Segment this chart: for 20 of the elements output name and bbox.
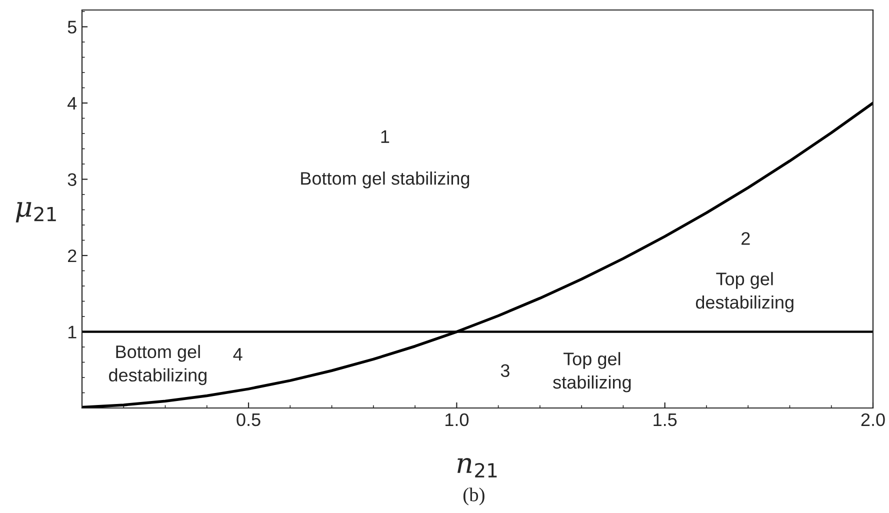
x-axis-title: n$_{21}$ bbox=[458, 458, 497, 478]
x-tick-label: 0.5 bbox=[236, 413, 260, 426]
annotation: Bottom gel destabilizing bbox=[109, 344, 206, 386]
y-tick-label: 4 bbox=[68, 97, 77, 110]
x-tick-label: 1.0 bbox=[446, 413, 469, 426]
y-tick-label: 5 bbox=[68, 20, 76, 34]
annotation: Top gel destabilizing bbox=[696, 272, 794, 312]
x-tick-label: 2.0 bbox=[861, 413, 885, 426]
annotation: 1 bbox=[381, 130, 390, 143]
annotation: Bottom gel stabilizing bbox=[301, 172, 470, 188]
text: (b) bbox=[463, 488, 484, 506]
y-tick-label: 2 bbox=[68, 249, 76, 262]
y-tick-label: 3 bbox=[68, 173, 76, 186]
annotation: Top gel stabilizing bbox=[553, 352, 631, 392]
annotation: 3 bbox=[500, 364, 510, 378]
annotation: 4 bbox=[233, 348, 242, 361]
y-tick-label: 1 bbox=[68, 326, 76, 338]
y-axis-title: μ$_{21}$ bbox=[16, 202, 56, 222]
annotation: 2 bbox=[742, 232, 750, 245]
x-tick-label: 1.5 bbox=[654, 414, 677, 426]
